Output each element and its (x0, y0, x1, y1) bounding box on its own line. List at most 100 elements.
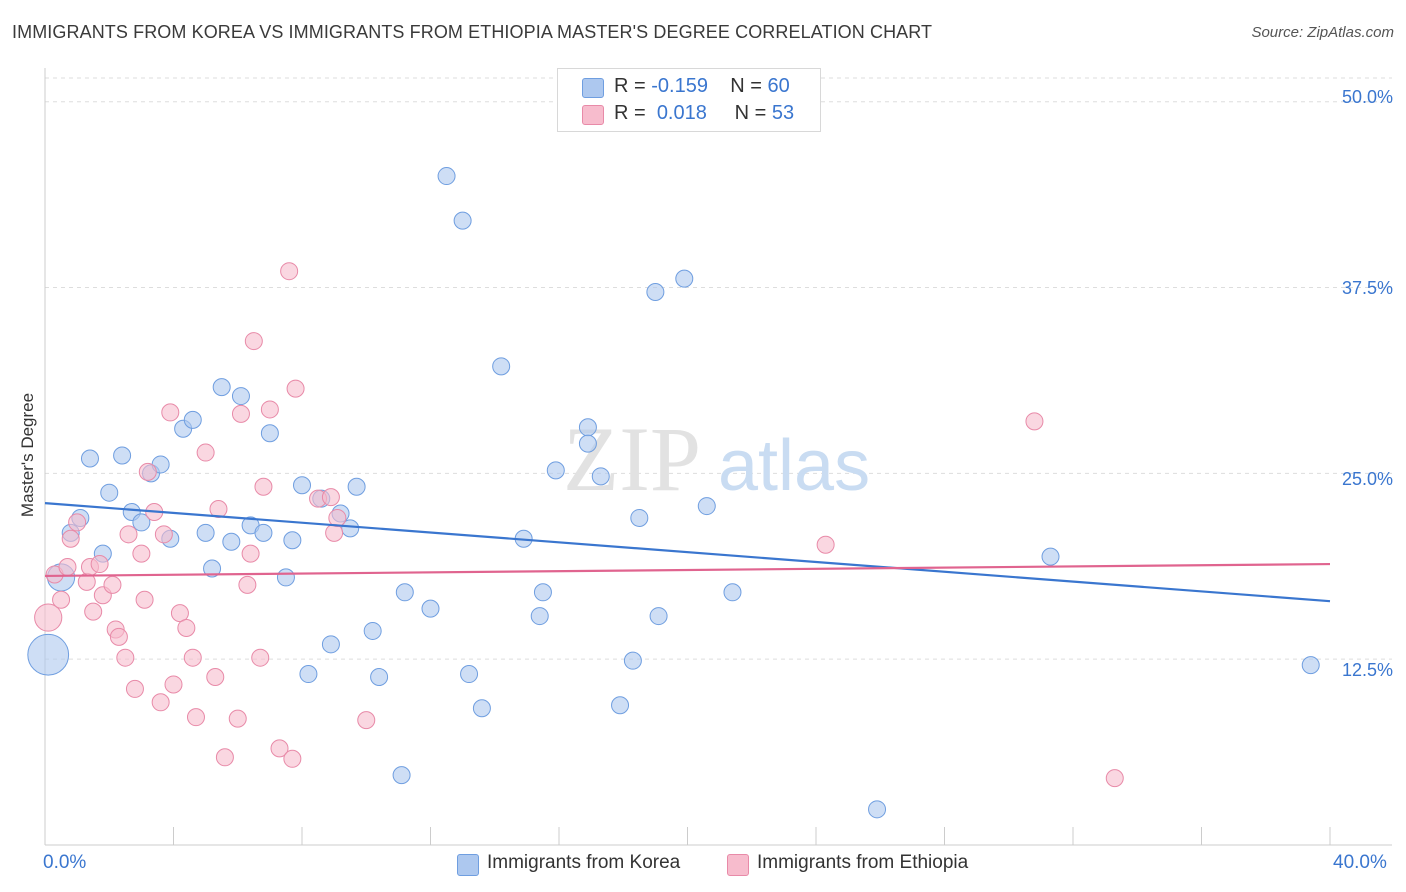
grid-layer (45, 77, 1392, 660)
korea-point-34 (392, 766, 411, 785)
ethiopia-point-27 (183, 648, 202, 667)
ethiopia-point-44 (286, 379, 305, 398)
korea-point-28 (321, 635, 340, 654)
korea-point-31 (347, 477, 366, 496)
korea-point-14 (183, 410, 202, 429)
ethiopia-point-11 (103, 575, 122, 594)
legend-swatch-ethiopia (582, 105, 604, 125)
korea-point-6 (100, 483, 119, 502)
y-tick-label-12-5: 12.5% (1341, 660, 1393, 680)
ethiopia-point-47 (325, 523, 344, 542)
korea-point-22 (260, 424, 279, 443)
y-tick-label-25: 25.0% (1341, 469, 1393, 489)
bottom-legend-swatch-ethiopia (727, 854, 749, 876)
ethiopia-point-19 (138, 462, 157, 481)
ethiopia-point-38 (251, 648, 270, 667)
korea-point-54 (675, 269, 694, 288)
legend-ethiopia-n-label: N = (734, 102, 767, 124)
ethiopia-point-49 (357, 711, 376, 730)
legend-ethiopia-r-value: 0.018 (656, 102, 707, 124)
ethiopia-point-14 (116, 648, 135, 667)
korea-point-17 (212, 378, 231, 397)
watermark-atlas: atlas (718, 426, 870, 506)
y-tick-label-37-5: 37.5% (1341, 278, 1393, 298)
ethiopia-point-51 (1025, 412, 1044, 431)
korea-point-36 (421, 599, 440, 618)
korea-point-24 (283, 531, 302, 550)
ethiopia-point-18 (135, 590, 154, 609)
korea-point-58 (1041, 547, 1060, 566)
korea-point-19 (231, 387, 250, 406)
ethiopia-point-8 (84, 602, 103, 621)
legend-ethiopia-n-value: 53 (771, 102, 795, 124)
ethiopia-point-5 (68, 513, 87, 532)
legend-korea-r-value: -0.159 (651, 75, 708, 97)
korea-point-0 (27, 633, 70, 676)
axis-layer (44, 68, 1392, 846)
ethiopia-point-52 (1105, 769, 1124, 788)
korea-point-32 (363, 621, 382, 640)
y-axis-label: Master's Degree (18, 392, 37, 518)
korea-point-15 (196, 523, 215, 542)
korea-point-25 (293, 476, 311, 495)
ethiopia-point-39 (254, 477, 273, 496)
ethiopia-point-3 (58, 558, 77, 577)
korea-point-39 (460, 665, 479, 684)
korea-point-53 (649, 607, 668, 626)
korea-point-52 (646, 283, 665, 302)
ethiopia-point-21 (151, 693, 170, 712)
legend-korea-n-value: 60 (767, 75, 790, 97)
y-tick-label-50: 50.0% (1341, 87, 1393, 107)
ethiopia-point-37 (244, 332, 263, 351)
ethiopia-point-32 (215, 748, 234, 767)
bottom-legend-swatch-korea (457, 854, 479, 876)
source-credit: Source: ZipAtlas.com (1251, 24, 1394, 41)
ethiopia-trend-line (44, 562, 1331, 578)
ethiopia-point-24 (164, 675, 183, 694)
korea-point-45 (546, 461, 565, 480)
ethiopia-point-9 (90, 555, 109, 574)
ethiopia-point-13 (109, 627, 128, 646)
korea-point-56 (723, 583, 742, 602)
korea-point-47 (578, 434, 597, 453)
korea-point-51 (630, 508, 649, 527)
x-tick-label-min: 0.0% (43, 852, 87, 873)
chart-title: IMMIGRANTS FROM KOREA VS IMMIGRANTS FROM… (12, 22, 933, 42)
korea-point-16 (203, 559, 222, 578)
correlation-legend: R = -0.159 N = 60 R = 0.018 N = 53 (557, 68, 821, 132)
korea-point-55 (697, 497, 716, 516)
ethiopia-point-43 (283, 749, 302, 768)
ethiopia-point-25 (170, 604, 189, 623)
korea-point-50 (623, 651, 642, 670)
legend-korea-r-label: R = (614, 75, 646, 97)
points-layer (27, 167, 1320, 819)
korea-point-48 (591, 467, 610, 486)
ethiopia-point-17 (132, 544, 151, 563)
ethiopia-point-0 (34, 603, 63, 632)
ethiopia-point-22 (154, 525, 173, 544)
korea-point-37 (437, 167, 456, 186)
legend-korea-n-label: N = (730, 75, 762, 97)
korea-point-41 (492, 357, 511, 376)
trend-layer (44, 501, 1331, 603)
korea-point-18 (222, 532, 241, 551)
ethiopia-point-36 (241, 544, 260, 563)
ethiopia-point-40 (260, 400, 279, 419)
ethiopia-point-41 (270, 739, 289, 758)
legend-swatch-korea (582, 78, 604, 98)
korea-trend-line (44, 501, 1331, 603)
korea-point-23 (276, 568, 295, 587)
korea-point-26 (299, 665, 318, 684)
korea-point-40 (472, 699, 491, 718)
korea-point-7 (113, 446, 132, 465)
ethiopia-point-46 (321, 488, 340, 507)
korea-point-59 (1301, 656, 1320, 675)
korea-point-35 (395, 583, 414, 602)
ethiopia-point-15 (119, 525, 138, 544)
korea-point-57 (868, 800, 887, 819)
ethiopia-point-42 (280, 262, 299, 281)
ethiopia-point-28 (186, 708, 205, 727)
korea-point-44 (533, 583, 552, 602)
ethiopia-point-35 (238, 575, 257, 594)
